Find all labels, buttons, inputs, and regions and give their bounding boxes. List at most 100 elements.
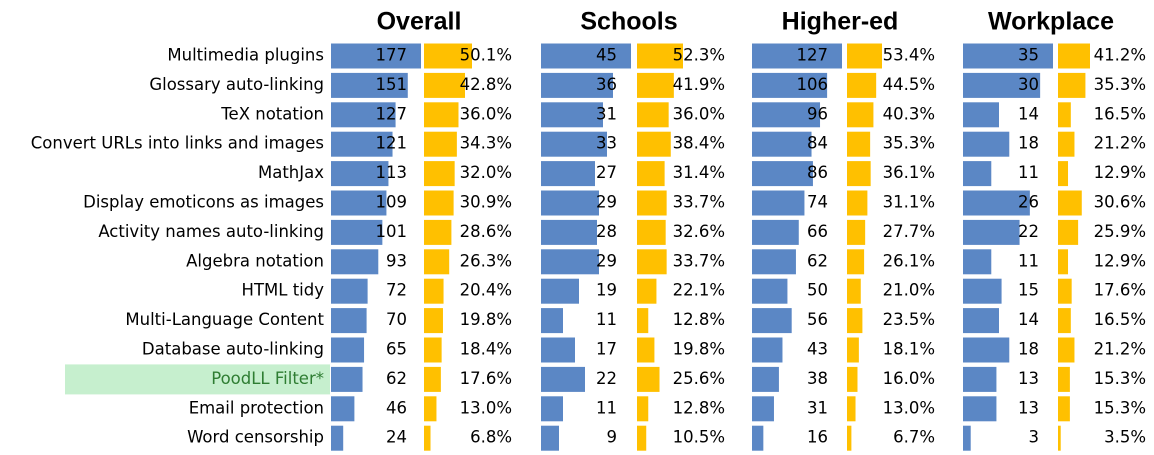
percent-bar bbox=[637, 131, 671, 157]
percent-bar bbox=[847, 337, 859, 363]
count-label: 45 bbox=[596, 46, 617, 65]
count-label: 18 bbox=[1018, 134, 1039, 153]
count-bar bbox=[963, 102, 999, 128]
count-bar bbox=[331, 425, 344, 451]
percent-bar bbox=[1058, 308, 1071, 334]
count-bar bbox=[963, 72, 1041, 98]
count-bar bbox=[541, 337, 575, 363]
row-label: Multimedia plugins bbox=[167, 46, 324, 65]
percent-bar bbox=[424, 249, 450, 275]
count-label: 109 bbox=[376, 193, 408, 212]
count-bar bbox=[963, 249, 992, 275]
percent-label: 33.7% bbox=[673, 251, 725, 270]
percent-bar bbox=[847, 190, 868, 216]
percent-bar bbox=[847, 249, 865, 275]
count-label: 33 bbox=[596, 134, 617, 153]
row-label: TeX notation bbox=[220, 104, 324, 123]
row-label: HTML tidy bbox=[242, 281, 325, 300]
count-label: 22 bbox=[1018, 222, 1039, 241]
count-bar bbox=[331, 190, 387, 216]
group-title: Workplace bbox=[988, 8, 1114, 36]
count-bar bbox=[331, 337, 365, 363]
percent-label: 21.2% bbox=[1094, 134, 1146, 153]
percent-label: 20.4% bbox=[460, 281, 512, 300]
count-label: 74 bbox=[807, 193, 828, 212]
count-bar bbox=[752, 190, 805, 216]
percent-bar bbox=[637, 366, 660, 392]
count-bar bbox=[331, 131, 393, 157]
count-label: 11 bbox=[596, 310, 617, 329]
percent-bar bbox=[847, 396, 856, 422]
group-title: Higher-ed bbox=[782, 8, 899, 36]
percent-label: 13.0% bbox=[883, 398, 935, 417]
row-label: Display emoticons as images bbox=[83, 193, 324, 212]
count-label: 151 bbox=[376, 75, 408, 94]
count-label: 19 bbox=[596, 281, 617, 300]
percent-label: 25.9% bbox=[1094, 222, 1146, 241]
percent-bar bbox=[1058, 425, 1061, 451]
percent-bar bbox=[847, 161, 871, 187]
percent-bar bbox=[637, 308, 649, 334]
percent-label: 36.0% bbox=[460, 104, 512, 123]
percent-label: 35.3% bbox=[1094, 75, 1146, 94]
count-label: 70 bbox=[386, 310, 407, 329]
percent-bar bbox=[1058, 190, 1082, 216]
percent-bar bbox=[1058, 43, 1090, 69]
count-bar bbox=[752, 366, 779, 392]
count-bar bbox=[963, 161, 992, 187]
count-label: 11 bbox=[1018, 163, 1039, 182]
count-label: 13 bbox=[1018, 398, 1039, 417]
count-label: 29 bbox=[596, 193, 617, 212]
count-bar bbox=[331, 396, 355, 422]
percent-bar bbox=[847, 425, 852, 451]
count-label: 127 bbox=[376, 104, 408, 123]
row-label: Activity names auto-linking bbox=[98, 222, 324, 241]
count-label: 15 bbox=[1018, 281, 1039, 300]
count-bar bbox=[963, 190, 1030, 216]
group-title: Overall bbox=[377, 8, 462, 36]
count-bar bbox=[963, 131, 1010, 157]
percent-label: 31.1% bbox=[883, 193, 935, 212]
percent-label: 26.1% bbox=[883, 251, 935, 270]
percent-label: 50.1% bbox=[460, 46, 512, 65]
count-bar bbox=[541, 190, 599, 216]
percent-label: 18.4% bbox=[460, 340, 512, 359]
percent-label: 3.5% bbox=[1104, 428, 1146, 447]
count-label: 22 bbox=[596, 369, 617, 388]
percent-bar bbox=[1058, 72, 1086, 98]
percent-label: 25.6% bbox=[673, 369, 725, 388]
count-label: 26 bbox=[1018, 193, 1039, 212]
percent-label: 53.4% bbox=[883, 46, 935, 65]
percent-label: 10.5% bbox=[673, 428, 725, 447]
percent-label: 17.6% bbox=[460, 369, 512, 388]
percent-label: 38.4% bbox=[673, 134, 725, 153]
percent-label: 15.3% bbox=[1094, 398, 1146, 417]
percent-bar bbox=[1058, 219, 1079, 245]
percent-bar bbox=[847, 366, 858, 392]
count-label: 62 bbox=[807, 251, 828, 270]
count-label: 36 bbox=[596, 75, 617, 94]
count-bar bbox=[963, 219, 1020, 245]
row-highlight bbox=[65, 364, 330, 395]
percent-label: 30.6% bbox=[1094, 193, 1146, 212]
percent-label: 34.3% bbox=[460, 134, 512, 153]
count-label: 31 bbox=[596, 104, 617, 123]
percent-label: 13.0% bbox=[460, 398, 512, 417]
percent-label: 26.3% bbox=[460, 251, 512, 270]
percent-label: 12.8% bbox=[673, 310, 725, 329]
percent-bar bbox=[424, 190, 454, 216]
percent-label: 41.9% bbox=[673, 75, 725, 94]
percent-bar bbox=[637, 425, 647, 451]
row-label: Convert URLs into links and images bbox=[31, 134, 324, 153]
percent-bar bbox=[424, 43, 472, 69]
percent-bar bbox=[424, 131, 457, 157]
percent-bar bbox=[424, 102, 459, 128]
count-bar bbox=[541, 425, 559, 451]
row-label: Multi-Language Content bbox=[125, 310, 324, 329]
count-bar bbox=[331, 249, 379, 275]
count-label: 62 bbox=[386, 369, 407, 388]
count-bar bbox=[752, 102, 821, 128]
count-label: 16 bbox=[807, 428, 828, 447]
count-label: 96 bbox=[807, 104, 828, 123]
percent-bar bbox=[847, 308, 863, 334]
